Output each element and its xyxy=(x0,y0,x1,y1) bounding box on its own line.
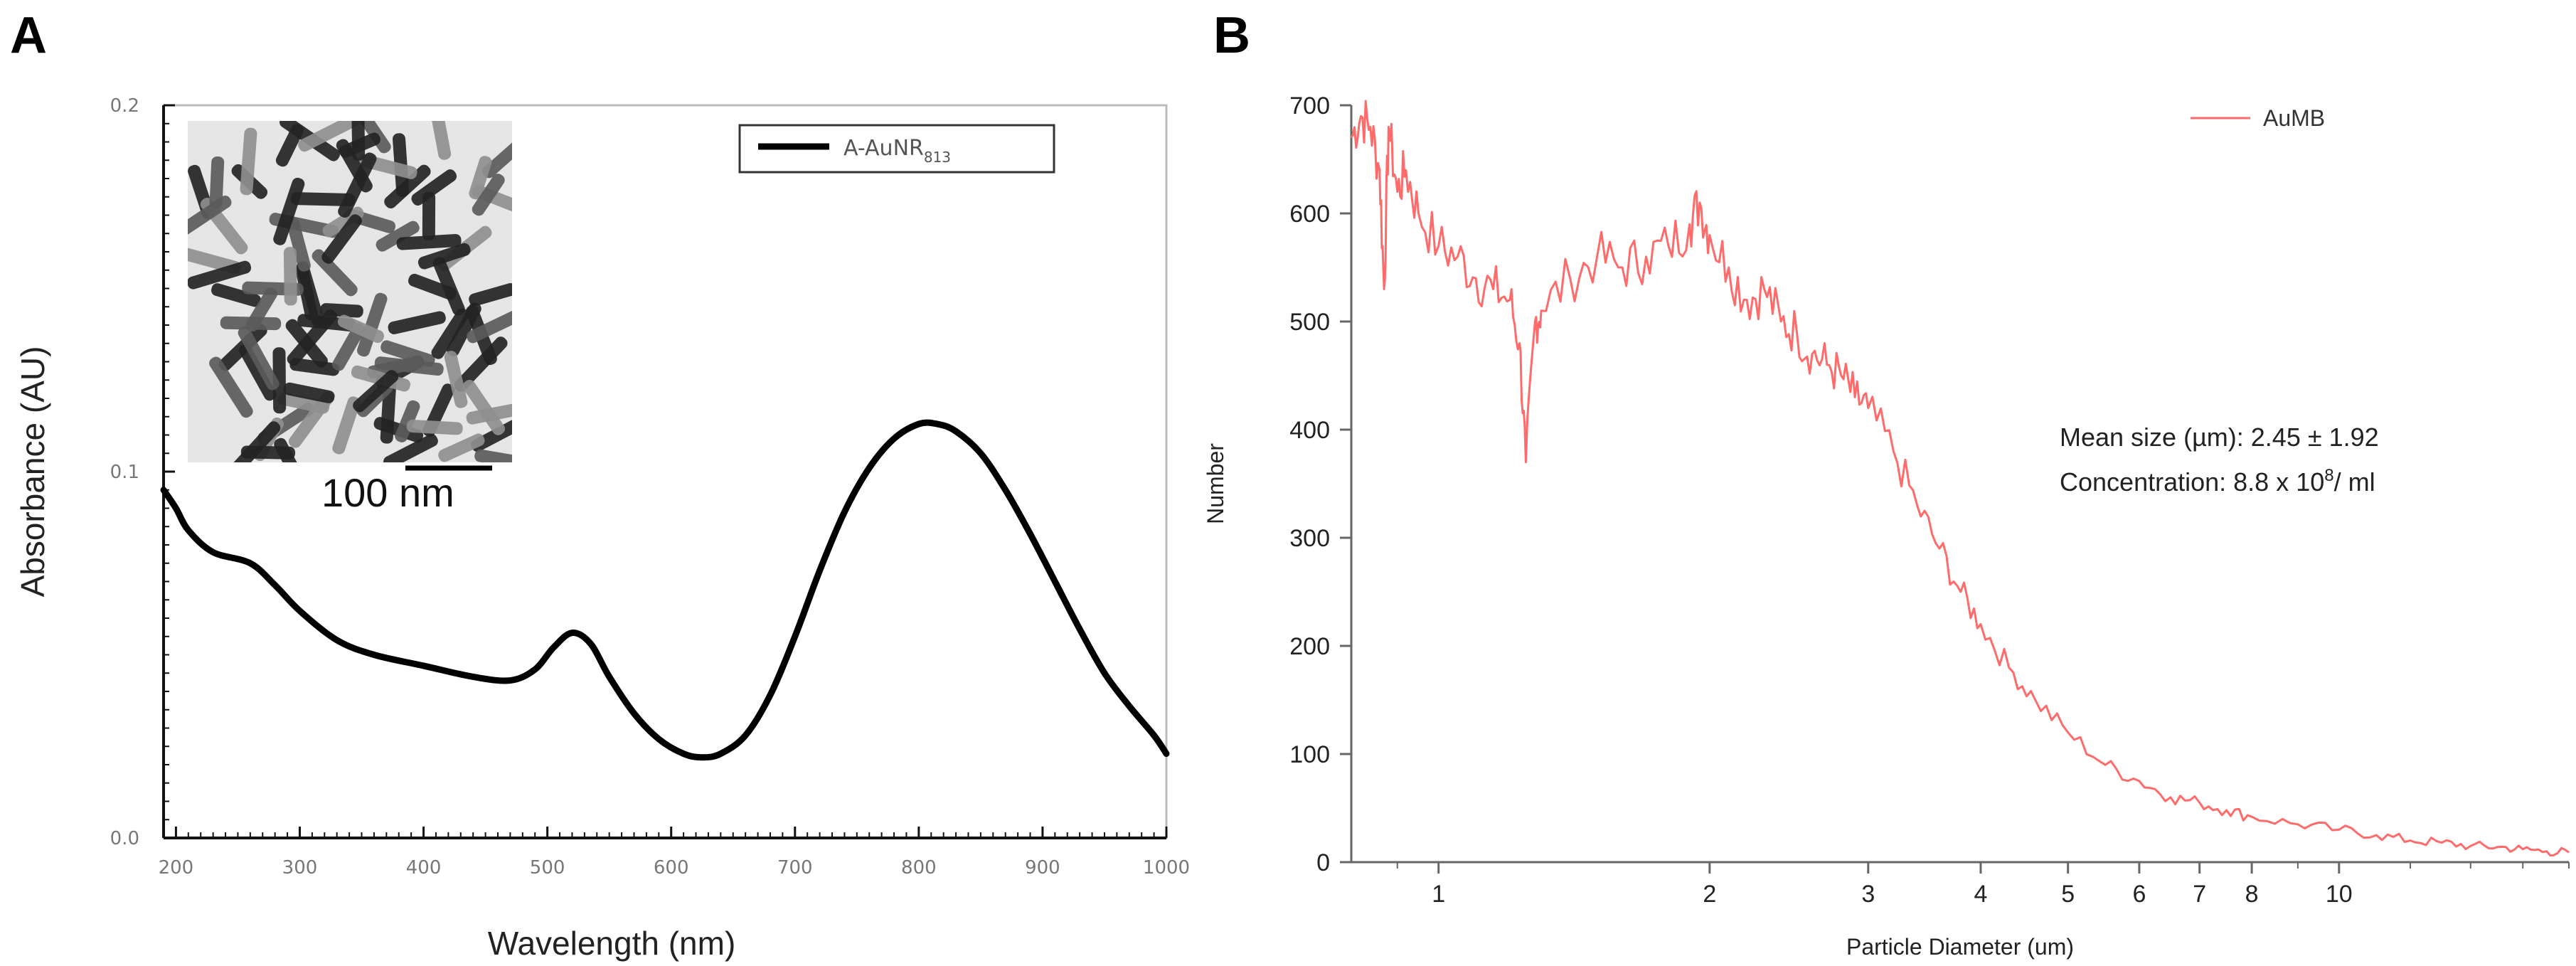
x-tick-label-a: 800 xyxy=(901,857,937,879)
x-tick-label-a: 1000 xyxy=(1143,857,1190,879)
concentration-annotation: Concentration: 8.8 x 108/ ml xyxy=(2060,466,2375,497)
tem-inset-image xyxy=(188,121,512,462)
x-tick-label-b: 5 xyxy=(2061,881,2075,908)
x-tick-label-a: 900 xyxy=(1025,857,1060,879)
mean-size-annotation: Mean size (µm): 2.45 ± 1.92 xyxy=(2060,423,2379,452)
y-axis-label-a: Absorbance (AU) xyxy=(14,346,51,598)
y-tick-label-a: 0.2 xyxy=(110,95,139,117)
x-tick-label-b: 6 xyxy=(2132,881,2146,908)
scale-bar-label: 100 nm xyxy=(321,470,454,515)
x-tick-label-a: 300 xyxy=(282,857,318,879)
series-line-b-aumb xyxy=(1350,100,2570,857)
x-ticks-a: 200 300 400 500 600 700 800 900 1000 xyxy=(159,827,1190,879)
legend-label-a: A-AuNR813 xyxy=(843,136,951,166)
y-tick-label-b: 700 xyxy=(1289,92,1330,120)
y-tick-label-b: 500 xyxy=(1289,309,1330,336)
y-tick-label-b: 400 xyxy=(1289,417,1330,444)
x-tick-label-b: 7 xyxy=(2193,881,2206,908)
y-tick-label-b: 0 xyxy=(1316,849,1330,876)
y-tick-label-b: 300 xyxy=(1289,525,1330,552)
legend-label-main: A-AuNR xyxy=(843,136,924,161)
legend-label-sub: 813 xyxy=(924,149,951,166)
x-axis-label-a: Wavelength (nm) xyxy=(488,925,736,962)
y-tick-label-b: 600 xyxy=(1289,201,1330,228)
legend-b: AuMB xyxy=(2191,105,2325,131)
x-axis-label-b: Particle Diameter (um) xyxy=(1846,934,2074,960)
x-tick-label-a: 400 xyxy=(406,857,442,879)
series-line-a-aunr813 xyxy=(160,419,1170,761)
x-tick-label-a: 700 xyxy=(777,857,813,879)
minor-ticks-a xyxy=(163,105,1167,839)
legend-a: A-AuNR813 xyxy=(738,124,1055,174)
y-tick-label-b: 200 xyxy=(1289,633,1330,660)
x-tick-label-a: 600 xyxy=(654,857,689,879)
y-ticks-a: 0.0 0.1 0.2 xyxy=(110,95,175,849)
x-tick-label-a: 500 xyxy=(530,857,565,879)
x-tick-label-b: 4 xyxy=(1974,881,1988,908)
chart-a: 200 300 400 500 600 700 800 900 1000 0.0 0.1 0.2 1… xyxy=(14,95,1190,962)
y-tick-label-a: 0.0 xyxy=(110,828,139,849)
panel-letter-b: B xyxy=(1213,7,1250,64)
concentration-exponent: 8 xyxy=(2324,466,2333,485)
x-tick-label-a: 200 xyxy=(159,857,194,879)
x-ticks-b: 1 2 3 4 5 6 7 8 10 xyxy=(1396,862,2570,908)
concentration-text: Concentration: 8.8 x 10 xyxy=(2060,467,2324,497)
x-tick-label-b: 8 xyxy=(2245,881,2259,908)
chart-b: 1 2 3 4 5 6 7 8 10 0 100 200 300 400 500 600 700 AuMB M… xyxy=(1203,92,2570,960)
x-tick-label-b: 1 xyxy=(1432,881,1445,908)
y-tick-label-a: 0.1 xyxy=(110,462,139,483)
concentration-unit: / ml xyxy=(2334,467,2375,497)
x-tick-label-b: 10 xyxy=(2326,881,2353,908)
panel-letter-a: A xyxy=(10,7,47,64)
x-tick-label-b: 2 xyxy=(1703,881,1716,908)
legend-label-b: AuMB xyxy=(2263,105,2325,131)
y-tick-label-b: 100 xyxy=(1289,741,1330,768)
y-ticks-b: 0 100 200 300 400 500 600 700 xyxy=(1289,92,1351,876)
y-axis-label-b: Number xyxy=(1203,443,1228,524)
x-tick-label-b: 3 xyxy=(1861,881,1875,908)
